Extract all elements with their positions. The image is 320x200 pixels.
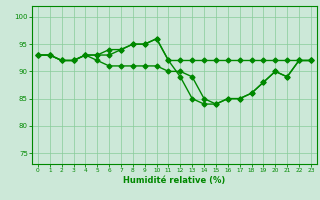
X-axis label: Humidité relative (%): Humidité relative (%) — [123, 176, 226, 185]
